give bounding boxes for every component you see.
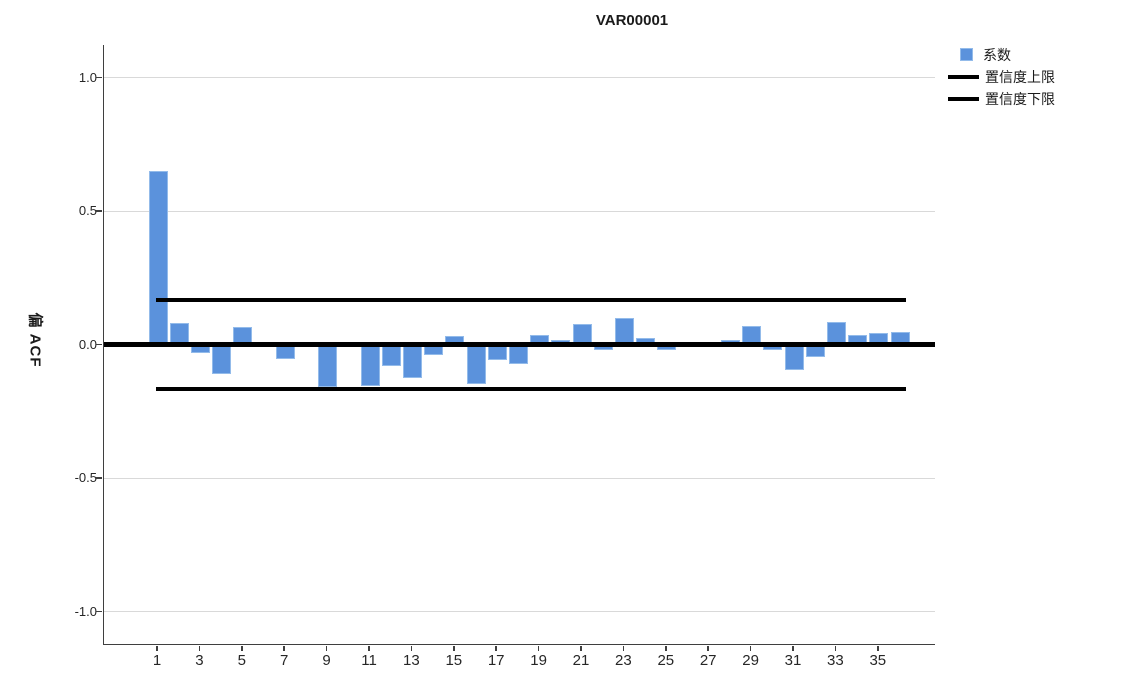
x-tick-mark (453, 646, 455, 651)
x-tick-label-25: 25 (657, 652, 675, 669)
x-tick-label-3: 3 (195, 652, 204, 669)
x-tick-label-9: 9 (322, 652, 331, 669)
plot-area (103, 45, 935, 645)
pacf-bar-lag-23 (614, 317, 634, 345)
gridline-y--0.5 (104, 477, 935, 479)
gridline-y-1 (104, 77, 935, 78)
pacf-bar-lag-18 (508, 344, 528, 364)
pacf-bar-lag-16 (466, 344, 486, 385)
x-tick-mark (834, 646, 837, 651)
x-tick-label-17: 17 (487, 652, 505, 669)
y-tick-mark (96, 610, 102, 613)
legend-item-coefficient: 系数 (948, 46, 1055, 64)
pacf-bar-lag-12 (381, 344, 401, 366)
legend: 系数 置信度上限 置信度下限 (948, 46, 1055, 108)
lower-confidence-line-icon (948, 96, 979, 101)
x-tick-label-11: 11 (361, 652, 377, 669)
x-tick-label-1: 1 (152, 652, 162, 669)
y-tick-label-1.0: 1.0 (78, 69, 97, 85)
x-tick-label-33: 33 (827, 652, 844, 669)
x-tick-label-29: 29 (742, 652, 759, 669)
y-tick-mark (96, 343, 102, 346)
upper-confidence-line (156, 298, 906, 303)
x-tick-mark (495, 646, 497, 651)
y-tick-label--0.5: -0.5 (74, 470, 97, 485)
legend-item-lower-cl: 置信度下限 (948, 90, 1055, 108)
pacf-bar-lag-1 (148, 170, 168, 345)
pacf-bar-lag-11 (360, 344, 380, 386)
x-tick-label-13: 13 (403, 652, 420, 669)
upper-confidence-line-icon (948, 74, 979, 79)
x-tick-label-7: 7 (280, 652, 289, 669)
lower-confidence-line (156, 386, 906, 391)
legend-label-coefficient: 系数 (983, 47, 1011, 64)
pacf-bar-lag-9 (318, 344, 338, 388)
x-tick-label-21: 21 (572, 652, 590, 669)
x-tick-label-15: 15 (445, 652, 463, 669)
legend-label-upper-cl: 置信度上限 (985, 69, 1055, 86)
x-tick-label-5: 5 (237, 652, 246, 669)
x-tick-mark (325, 646, 328, 651)
x-tick-mark (580, 646, 582, 651)
x-tick-mark (410, 646, 413, 651)
x-tick-label-23: 23 (615, 652, 632, 669)
x-tick-mark (792, 646, 794, 651)
pacf-bar-lag-31 (784, 344, 804, 370)
x-tick-mark (707, 646, 709, 651)
chart-title: VAR00001 (595, 12, 669, 29)
x-tick-mark (665, 646, 667, 651)
y-tick-mark (96, 76, 102, 79)
y-tick-mark (96, 477, 102, 479)
y-tick-label-0.0: 0.0 (78, 336, 97, 352)
y-axis-title: 偏 ACF (26, 312, 44, 368)
x-tick-label-31: 31 (784, 652, 802, 669)
x-tick-mark (283, 646, 285, 651)
x-tick-mark (198, 646, 201, 651)
pacf-bar-lag-13 (402, 344, 422, 378)
pacf-bar-lag-4 (212, 344, 232, 374)
x-tick-mark (156, 646, 158, 651)
y-tick-mark (96, 210, 102, 212)
y-tick-label-0.5: 0.5 (78, 203, 97, 218)
x-tick-mark (749, 646, 752, 651)
legend-label-lower-cl: 置信度下限 (985, 91, 1055, 108)
x-tick-mark (241, 646, 243, 651)
x-tick-label-27: 27 (699, 652, 717, 669)
x-tick-label-35: 35 (869, 652, 887, 669)
x-tick-mark (537, 646, 540, 651)
coefficient-swatch-icon (960, 48, 973, 61)
x-tick-mark (622, 646, 625, 651)
x-tick-mark (877, 646, 879, 651)
zero-line (104, 342, 935, 347)
x-tick-label-19: 19 (530, 652, 547, 669)
y-tick-label--1.0: -1.0 (74, 603, 97, 619)
gridline-y-0.5 (104, 210, 935, 212)
legend-item-upper-cl: 置信度上限 (948, 68, 1055, 86)
gridline-y--1 (104, 611, 935, 612)
x-tick-mark (368, 646, 370, 651)
